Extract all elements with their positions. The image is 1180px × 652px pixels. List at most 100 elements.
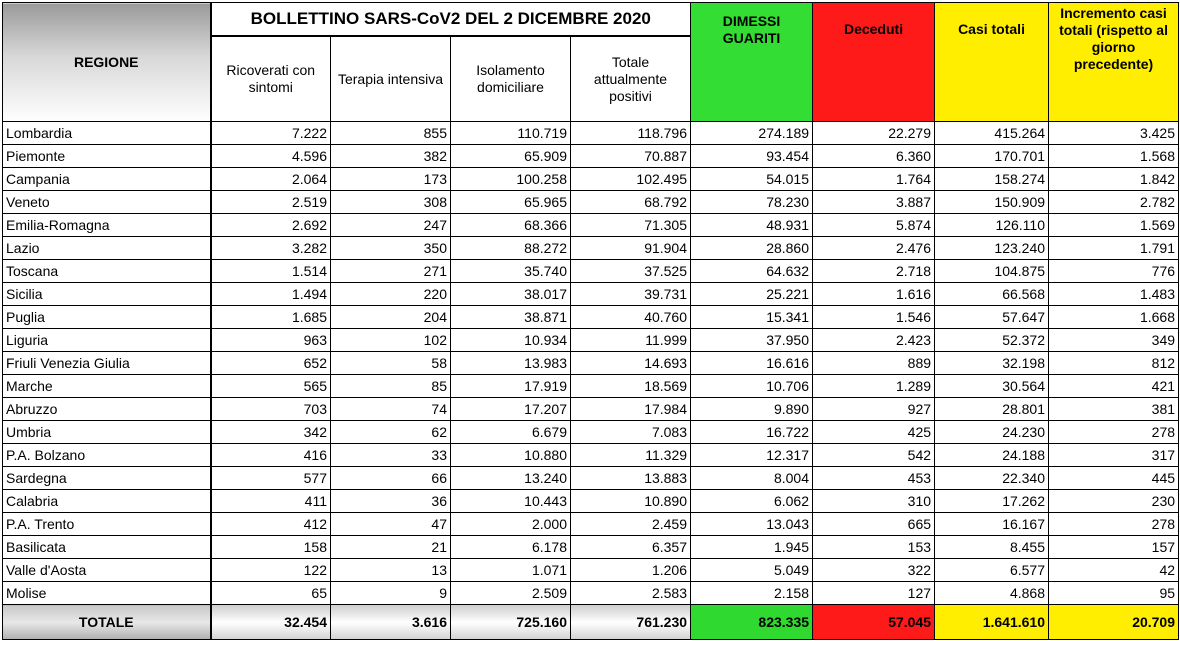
- cell-positivi: 39.731: [569, 282, 692, 306]
- cell-isolamento: 10.880: [450, 443, 571, 467]
- cell-incremento: 3.425: [1048, 121, 1180, 145]
- cell-region: Toscana: [2, 259, 212, 283]
- cell-isolamento: 35.740: [450, 259, 571, 283]
- cell-isolamento: 10.934: [450, 328, 571, 352]
- cell-dimessi: 274.189: [690, 121, 814, 145]
- cell-casi: 8.455: [934, 535, 1050, 559]
- cell-isolamento: 10.443: [450, 489, 571, 513]
- cell-casi: 32.198: [934, 351, 1050, 375]
- cell-dimessi: 6.062: [690, 489, 814, 513]
- cell-dimessi: 12.317: [690, 443, 814, 467]
- cell-region: Piemonte: [2, 144, 212, 168]
- cell-deceduti: 453: [812, 466, 936, 490]
- cell-dimessi: 5.049: [690, 558, 814, 582]
- cell-dimessi: 2.158: [690, 581, 814, 605]
- cell-incremento: 230: [1048, 489, 1180, 513]
- table-row: Sicilia 1.494 220 38.017 39.731 25.221 1.616 66…: [2, 282, 1180, 306]
- cell-deceduti: 310: [812, 489, 936, 513]
- cell-ricoverati: 565: [210, 374, 331, 398]
- cell-casi: 4.868: [934, 581, 1050, 605]
- cell-positivi: 2.459: [569, 512, 692, 536]
- cell-terapia: 247: [330, 213, 451, 237]
- cell-isolamento: 6.679: [450, 420, 571, 444]
- cell-positivi: 71.305: [569, 213, 692, 237]
- table-title: BOLLETTINO SARS-CoV2 DEL 2 DICEMBRE 2020: [209, 2, 692, 37]
- header-ricoverati: Ricoverati con sintomi: [210, 35, 331, 122]
- table-row: Molise 65 9 2.509 2.583 2.158 127 4.868 95: [2, 581, 1180, 605]
- cell-dimessi: 8.004: [690, 466, 814, 490]
- header-regione: REGIONE: [2, 2, 212, 122]
- cell-region: Emilia-Romagna: [2, 213, 212, 237]
- cell-positivi: 10.890: [569, 489, 692, 513]
- cell-region: Umbria: [2, 420, 212, 444]
- cell-ricoverati: 1.494: [210, 282, 331, 306]
- cell-deceduti: 2.423: [812, 328, 936, 352]
- cell-dimessi: 25.221: [690, 282, 814, 306]
- cell-incremento: 445: [1048, 466, 1180, 490]
- cell-region: P.A. Trento: [2, 512, 212, 536]
- cell-casi: 16.167: [934, 512, 1050, 536]
- cell-incremento: 95: [1048, 581, 1180, 605]
- header-isolamento: Isolamento domiciliare: [450, 35, 571, 122]
- cell-dimessi: 13.043: [690, 512, 814, 536]
- cell-positivi: 2.583: [569, 581, 692, 605]
- cell-incremento: 157: [1048, 535, 1180, 559]
- cell-terapia: 13: [330, 558, 451, 582]
- cell-dimessi: 54.015: [690, 167, 814, 191]
- cell-incremento: 42: [1048, 558, 1180, 582]
- cell-deceduti: 3.887: [812, 190, 936, 214]
- table-row: Piemonte 4.596 382 65.909 70.887 93.454 6.360 1…: [2, 144, 1180, 168]
- cell-isolamento: 13.240: [450, 466, 571, 490]
- cell-casi: 66.568: [934, 282, 1050, 306]
- cell-region: Marche: [2, 374, 212, 398]
- cell-ricoverati: 703: [210, 397, 331, 421]
- cell-positivi: 70.887: [569, 144, 692, 168]
- cell-positivi: 1.206: [569, 558, 692, 582]
- table-row: Valle d'Aosta 122 13 1.071 1.206 5.049 322 6.57…: [2, 558, 1180, 582]
- cell-region: Sicilia: [2, 282, 212, 306]
- cell-incremento: 1.483: [1048, 282, 1180, 306]
- header-dimessi-guariti: DIMESSI GUARITI: [690, 2, 814, 122]
- cell-region: Liguria: [2, 328, 212, 352]
- table-row: Veneto 2.519 308 65.965 68.792 78.230 3.887 150…: [2, 190, 1180, 214]
- cell-casi: 17.262: [934, 489, 1050, 513]
- cell-terapia: 66: [330, 466, 451, 490]
- cell-ricoverati: 1.685: [210, 305, 331, 329]
- table-row: Marche 565 85 17.919 18.569 10.706 1.289 30.564…: [2, 374, 1180, 398]
- cell-terapia: 271: [330, 259, 451, 283]
- total-casi: 1.641.610: [934, 604, 1050, 640]
- cell-deceduti: 2.476: [812, 236, 936, 260]
- cell-deceduti: 153: [812, 535, 936, 559]
- cell-terapia: 382: [330, 144, 451, 168]
- cell-positivi: 7.083: [569, 420, 692, 444]
- cell-ricoverati: 2.064: [210, 167, 331, 191]
- cell-positivi: 118.796: [569, 121, 692, 145]
- cell-terapia: 102: [330, 328, 451, 352]
- cell-dimessi: 37.950: [690, 328, 814, 352]
- table-row: Basilicata 158 21 6.178 6.357 1.945 153 8.455 15…: [2, 535, 1180, 559]
- cell-terapia: 308: [330, 190, 451, 214]
- cell-positivi: 91.904: [569, 236, 692, 260]
- table-row: Lazio 3.282 350 88.272 91.904 28.860 2.476 123.…: [2, 236, 1180, 260]
- cell-casi: 24.188: [934, 443, 1050, 467]
- cell-casi: 126.110: [934, 213, 1050, 237]
- cell-incremento: 421: [1048, 374, 1180, 398]
- table-row: P.A. Trento 412 47 2.000 2.459 13.043 665 16.16…: [2, 512, 1180, 536]
- cell-region: Valle d'Aosta: [2, 558, 212, 582]
- cell-deceduti: 889: [812, 351, 936, 375]
- cell-region: Calabria: [2, 489, 212, 513]
- cell-deceduti: 1.616: [812, 282, 936, 306]
- cell-ricoverati: 4.596: [210, 144, 331, 168]
- total-isolamento: 725.160: [450, 604, 571, 640]
- cell-terapia: 21: [330, 535, 451, 559]
- cell-terapia: 204: [330, 305, 451, 329]
- cell-incremento: 349: [1048, 328, 1180, 352]
- cell-terapia: 58: [330, 351, 451, 375]
- total-dimessi: 823.335: [690, 604, 814, 640]
- cell-terapia: 47: [330, 512, 451, 536]
- table-row: Calabria 411 36 10.443 10.890 6.062 310 17.262 2…: [2, 489, 1180, 513]
- cell-ricoverati: 652: [210, 351, 331, 375]
- cell-deceduti: 5.874: [812, 213, 936, 237]
- cell-deceduti: 127: [812, 581, 936, 605]
- cell-ricoverati: 2.692: [210, 213, 331, 237]
